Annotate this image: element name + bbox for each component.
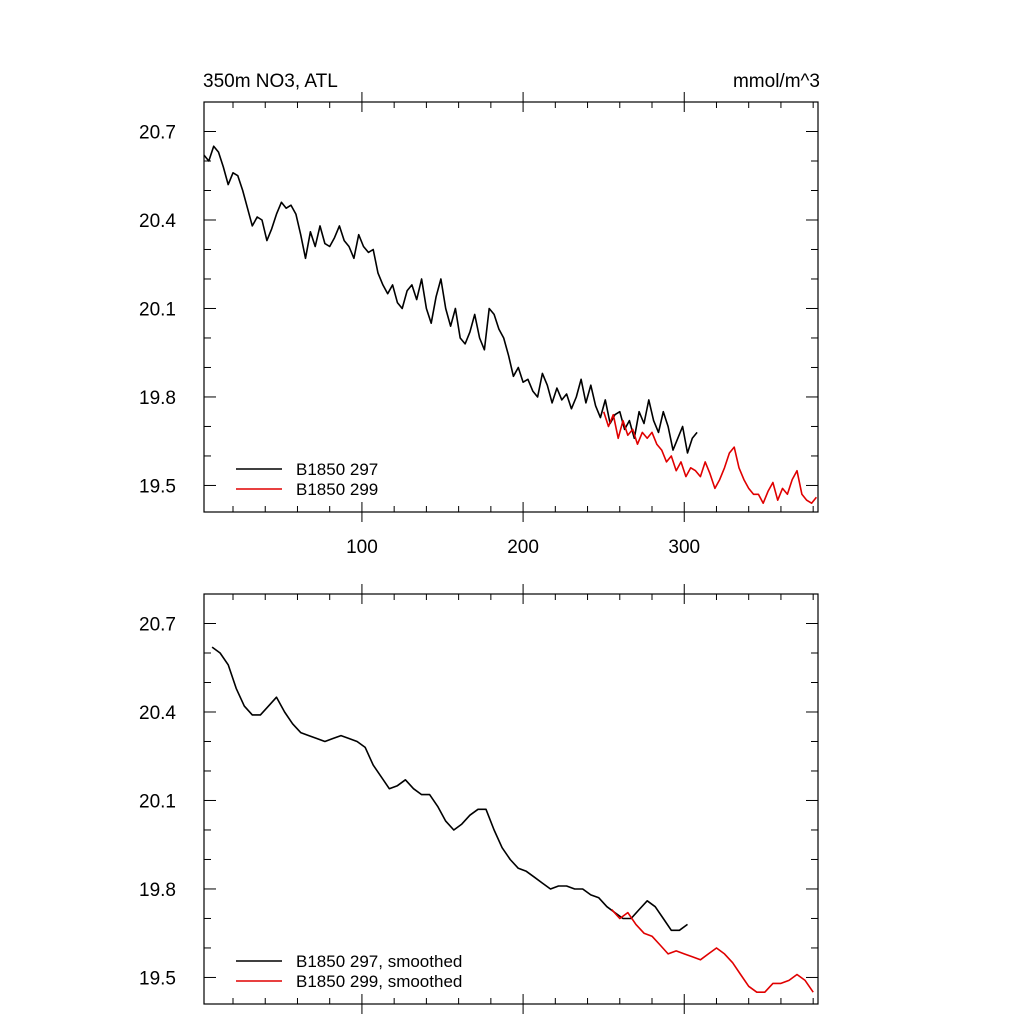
legend-label: B1850 299 bbox=[296, 480, 378, 499]
legend-label: B1850 297 bbox=[296, 460, 378, 479]
series-line-299 bbox=[611, 909, 814, 994]
y-tick-label: 19.8 bbox=[139, 388, 176, 409]
bottom-chart-panel: 19.5 19.8 20.1 20.4 20.7 B1850 297, smoothed… bbox=[139, 584, 819, 1014]
plot-frame bbox=[203, 101, 819, 513]
y-tick-label: 20.7 bbox=[139, 614, 176, 635]
legend-label: B1850 299, smoothed bbox=[296, 972, 462, 991]
chart-title: 350m NO3, ATL bbox=[203, 71, 338, 92]
y-tick-label: 20.4 bbox=[139, 703, 176, 724]
x-tick-label: 300 bbox=[668, 537, 700, 558]
y-tick-label: 20.1 bbox=[139, 791, 176, 812]
y-tick-label: 20.7 bbox=[139, 122, 176, 143]
series-line-299 bbox=[602, 411, 818, 505]
top-chart-panel: 350m NO3, ATL mmol/m^3 100 200 300 19.5 19.8… bbox=[139, 71, 820, 558]
units-label: mmol/m^3 bbox=[733, 71, 820, 92]
y-tick-label: 19.8 bbox=[139, 880, 176, 901]
x-tick-label: 200 bbox=[507, 537, 539, 558]
y-tick-label: 20.1 bbox=[139, 299, 176, 320]
y-tick-label: 19.5 bbox=[139, 968, 176, 989]
y-tick-label: 20.4 bbox=[139, 211, 176, 232]
series-line-297 bbox=[211, 646, 688, 932]
plot-frame bbox=[203, 593, 819, 1005]
series-line-297 bbox=[203, 145, 698, 454]
legend-label: B1850 297, smoothed bbox=[296, 952, 462, 971]
y-tick-label: 19.5 bbox=[139, 476, 176, 497]
x-tick-label: 100 bbox=[346, 537, 378, 558]
